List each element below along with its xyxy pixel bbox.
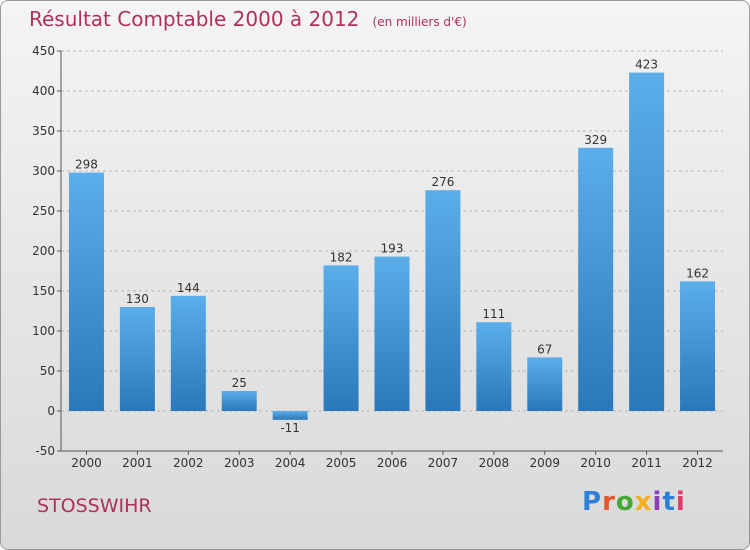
logo-letter: t (662, 487, 676, 517)
y-tick-label: 450 (32, 44, 55, 58)
bar (476, 322, 512, 411)
x-tick-label: 2000 (71, 456, 102, 470)
bar-value-label: 25 (232, 376, 247, 390)
x-tick-label: 2011 (631, 456, 662, 470)
proxiti-logo: Proxiti (582, 487, 686, 517)
x-tick-label: 2005 (326, 456, 357, 470)
x-tick-label: 2012 (682, 456, 713, 470)
x-tick-label: 2010 (580, 456, 611, 470)
y-tick-label: 0 (47, 404, 55, 418)
x-tick-label: 2001 (122, 456, 153, 470)
x-tick-label: 2006 (377, 456, 408, 470)
x-tick-label: 2008 (479, 456, 510, 470)
town-name: STOSSWIHR (37, 495, 152, 517)
bar-value-label: 182 (330, 250, 353, 264)
logo-letter: P (582, 487, 603, 517)
bar (578, 147, 614, 412)
y-tick-label: 50 (40, 364, 55, 378)
chart-unit: (en milliers d'€) (372, 15, 467, 29)
bar (527, 357, 563, 411)
y-tick-label: -50 (35, 444, 55, 458)
bar (272, 411, 308, 420)
logo-letter: r (602, 487, 616, 517)
chart-title: Résultat Comptable 2000 à 2012 (29, 7, 360, 31)
bar-value-label: 162 (686, 266, 709, 280)
bar (680, 281, 716, 411)
y-tick-label: 300 (32, 164, 55, 178)
bar-value-label: 423 (635, 58, 658, 72)
bar (425, 190, 461, 411)
bar-value-label: 329 (584, 133, 607, 147)
x-tick-label: 2002 (173, 456, 204, 470)
y-tick-label: 350 (32, 124, 55, 138)
x-tick-label: 2007 (428, 456, 459, 470)
bar-value-label: 144 (177, 281, 200, 295)
bar (629, 72, 665, 411)
logo-letter: i (652, 487, 663, 517)
x-tick-label: 2009 (529, 456, 560, 470)
logo-letter: i (675, 487, 686, 517)
bar-value-label: -11 (280, 421, 300, 435)
x-tick-label: 2004 (275, 456, 306, 470)
bar (170, 295, 206, 411)
logo-letter: o (615, 487, 635, 517)
bar (221, 391, 257, 411)
bar (119, 307, 155, 411)
bar-value-label: 193 (381, 242, 404, 256)
bar (68, 172, 104, 411)
y-tick-label: 400 (32, 84, 55, 98)
y-tick-label: 200 (32, 244, 55, 258)
bar (323, 265, 359, 411)
x-tick-label: 2003 (224, 456, 255, 470)
y-tick-label: 250 (32, 204, 55, 218)
logo-letter: x (634, 487, 653, 517)
chart-title-block: Résultat Comptable 2000 à 2012 (en milli… (29, 7, 467, 31)
y-tick-label: 100 (32, 324, 55, 338)
bar-value-label: 67 (537, 342, 552, 356)
y-tick-label: 150 (32, 284, 55, 298)
bar-value-label: 298 (75, 158, 98, 172)
bar (374, 256, 410, 411)
bar-value-label: 276 (431, 175, 454, 189)
bar-value-label: 130 (126, 292, 149, 306)
bar-value-label: 111 (482, 307, 505, 321)
